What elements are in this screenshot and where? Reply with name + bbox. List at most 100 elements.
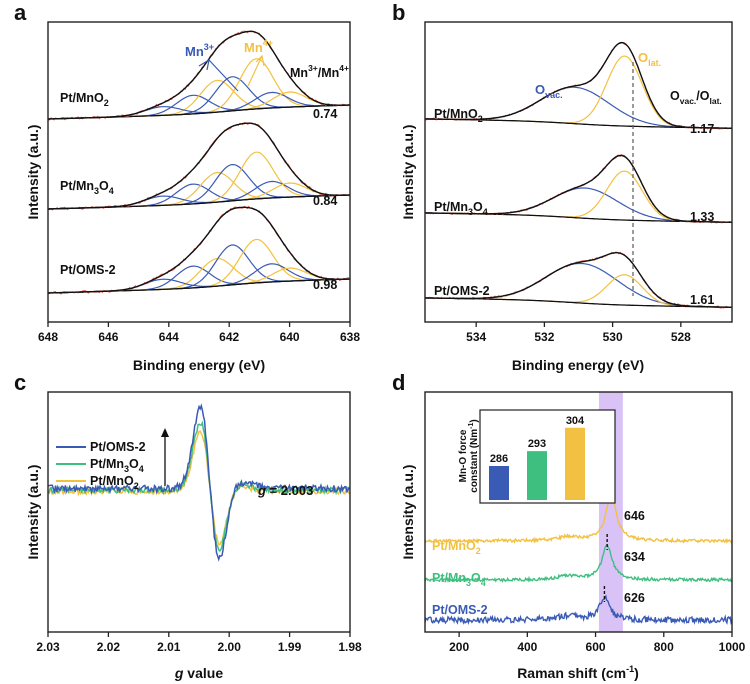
panel-a-x-ticklabel-2: 644: [159, 330, 179, 344]
panel-a-mn3-arrowhead: [198, 58, 210, 71]
panel-a-ratio-3: 0.98: [313, 278, 337, 292]
panel-a-sample-3: Pt/OMS-2: [60, 263, 116, 277]
panel-b: b 534 532 530 528 Binding energy (eV) Inten…: [392, 0, 733, 373]
panel-a-x-ticklabel-4: 640: [280, 330, 300, 344]
inset-ylabel-line2: constant (Nm-1): [468, 419, 480, 492]
panel-d-x-ticklabel-1: 400: [517, 640, 537, 654]
panel-b-ylabel: Intensity (a.u.): [400, 125, 416, 220]
panel-b-sample-3: Pt/OMS-2: [434, 284, 490, 298]
panel-a-ratio-1: 0.74: [313, 107, 337, 121]
panel-d-x-ticklabel-0: 200: [449, 640, 469, 654]
panel-a-label: a: [14, 0, 27, 25]
panel-b-sample-1: Pt/MnO2: [434, 107, 483, 124]
panel-a-x-ticklabel-5: 638: [340, 330, 360, 344]
panel-c-x-ticks: 2.03 2.02 2.01 2.00 1.99 1.98: [36, 632, 362, 654]
panel-d-xlabel: Raman shift (cm-1): [517, 664, 639, 681]
panel-d-oms2-spectrum: [425, 594, 732, 626]
panel-d-sample-2: Pt/Mn3O4: [432, 571, 486, 588]
inset-bar-1: [527, 451, 547, 500]
panel-b-ratio-header: Ovac./Olat.: [670, 89, 722, 106]
panel-d-peak-label-1: 646: [624, 509, 645, 523]
panel-b-oms2-fit-envelope: [425, 252, 732, 308]
panel-b-x-ticklabel-3: 528: [671, 330, 691, 344]
panel-a-mn4-arrow: [247, 55, 263, 87]
panel-d-x-ticks: 200 400 600 800 1000: [449, 632, 746, 654]
panel-c-ylabel: Intensity (a.u.): [25, 465, 41, 560]
panel-b-mn3o4-ovac-component: [425, 187, 732, 223]
panel-b-sample-2: Pt/Mn3O4: [434, 200, 488, 217]
panel-a-sample-1: Pt/MnO2: [60, 91, 109, 108]
panel-c-legend: Pt/OMS-2 Pt/Mn3O4 Pt/MnO2: [56, 440, 146, 491]
panel-c-x-ticklabel-1: 2.02: [97, 640, 121, 654]
inset-bar-0: [489, 466, 509, 500]
inset-ylabel-line1: Mn-O force: [458, 429, 469, 482]
panel-a-mn4-label: Mn4+: [244, 38, 273, 55]
panel-b-mn3o4-fit-envelope: [425, 154, 732, 223]
panel-b-ratio-2: 1.33: [690, 210, 714, 224]
inset-bar-2: [565, 427, 585, 500]
panel-c-label: c: [14, 370, 26, 395]
panel-d: d 200 400 600 800 1000 Raman shift (cm-1) In…: [392, 370, 746, 681]
panel-a-sample-2: Pt/Mn3O4: [60, 179, 114, 196]
panel-c-x-ticklabel-5: 1.98: [338, 640, 362, 654]
panel-d-x-ticklabel-2: 600: [586, 640, 606, 654]
panel-a-oms2-fit-envelope: [48, 206, 350, 294]
panel-d-ylabel: Intensity (a.u.): [400, 465, 416, 560]
panel-c-xlabel: g value: [174, 665, 223, 681]
panel-c-trend-arrowhead: [161, 428, 169, 437]
legend-label-oms2: Pt/OMS-2: [90, 440, 146, 454]
panel-c-x-ticklabel-4: 1.99: [278, 640, 302, 654]
panel-b-ovac-label: Ovac.: [535, 82, 563, 100]
panel-d-inset: Mn-O force constant (Nm-1) 286 293 304: [458, 409, 616, 504]
panel-d-x-ticklabel-3: 800: [654, 640, 674, 654]
panel-d-mno2-spectrum: [425, 492, 732, 545]
inset-bar-label-0: 286: [490, 453, 508, 465]
panel-c-plot-area: [48, 403, 350, 562]
panel-a-ylabel: Intensity (a.u.): [25, 125, 41, 220]
panel-d-sample-1: Pt/MnO2: [432, 539, 481, 556]
panel-a-mn4-arrowhead: [255, 54, 265, 67]
panel-d-label: d: [392, 370, 405, 395]
inset-bar-label-2: 304: [566, 415, 585, 427]
panel-b-plot-area: [425, 41, 732, 309]
panel-a-ratio-2: 0.84: [313, 194, 337, 208]
panel-b-x-ticklabel-1: 532: [534, 330, 554, 344]
inset-bars: 286 293 304: [489, 415, 585, 500]
panel-d-sample-3: Pt/OMS-2: [432, 603, 488, 617]
panel-d-peak-label-3: 626: [624, 591, 645, 605]
panel-a-frame: [47, 21, 351, 323]
panel-b-xlabel: Binding energy (eV): [512, 357, 644, 373]
panel-a: a 648 646 644 642 640 638 Binding energy (eV)…: [14, 0, 360, 373]
panel-a-x-ticks: 648 646 644 642 640 638: [38, 322, 360, 344]
panel-a-mn3o4-fit-envelope: [48, 122, 350, 210]
panel-c-oms2-spectrum: [48, 403, 350, 562]
panel-c-x-ticklabel-2: 2.01: [157, 640, 181, 654]
panel-c-frame: [47, 391, 351, 633]
inset-bar-label-1: 293: [528, 438, 546, 450]
panel-c-x-ticklabel-0: 2.03: [36, 640, 60, 654]
panel-b-x-ticklabel-2: 530: [603, 330, 623, 344]
panel-a-mn3-arrow: [208, 59, 239, 92]
panel-b-frame: [424, 21, 733, 323]
panel-d-peak-label-2: 634: [624, 550, 645, 564]
panel-d-x-ticklabel-4: 1000: [719, 640, 746, 654]
panel-b-olat-label: Olat.: [638, 50, 661, 68]
panel-b-oms2-raw-data: [425, 251, 732, 309]
legend-label-mn3o4: Pt/Mn3O4: [90, 457, 144, 474]
panel-d-mn3o4-spectrum: [425, 544, 732, 583]
panel-b-ratio-3: 1.61: [690, 293, 714, 307]
panel-a-plot-area: [48, 30, 350, 295]
panel-a-x-ticklabel-0: 648: [38, 330, 58, 344]
panel-c-x-ticklabel-3: 2.00: [218, 640, 242, 654]
panel-a-x-ticklabel-1: 646: [98, 330, 118, 344]
panel-a-xlabel: Binding energy (eV): [133, 357, 265, 373]
panel-a-mno2-fit-envelope: [48, 30, 350, 120]
panel-b-x-ticks: 534 532 530 528: [466, 322, 691, 344]
panel-a-x-ticklabel-3: 642: [219, 330, 239, 344]
panel-b-mno2-fit-envelope: [425, 41, 732, 129]
panel-d-plot-area: [425, 481, 732, 626]
panel-c-mn3o4-spectrum: [48, 420, 350, 553]
legend-label-mno2: Pt/MnO2: [90, 474, 139, 491]
panel-d-frame: [424, 391, 733, 633]
